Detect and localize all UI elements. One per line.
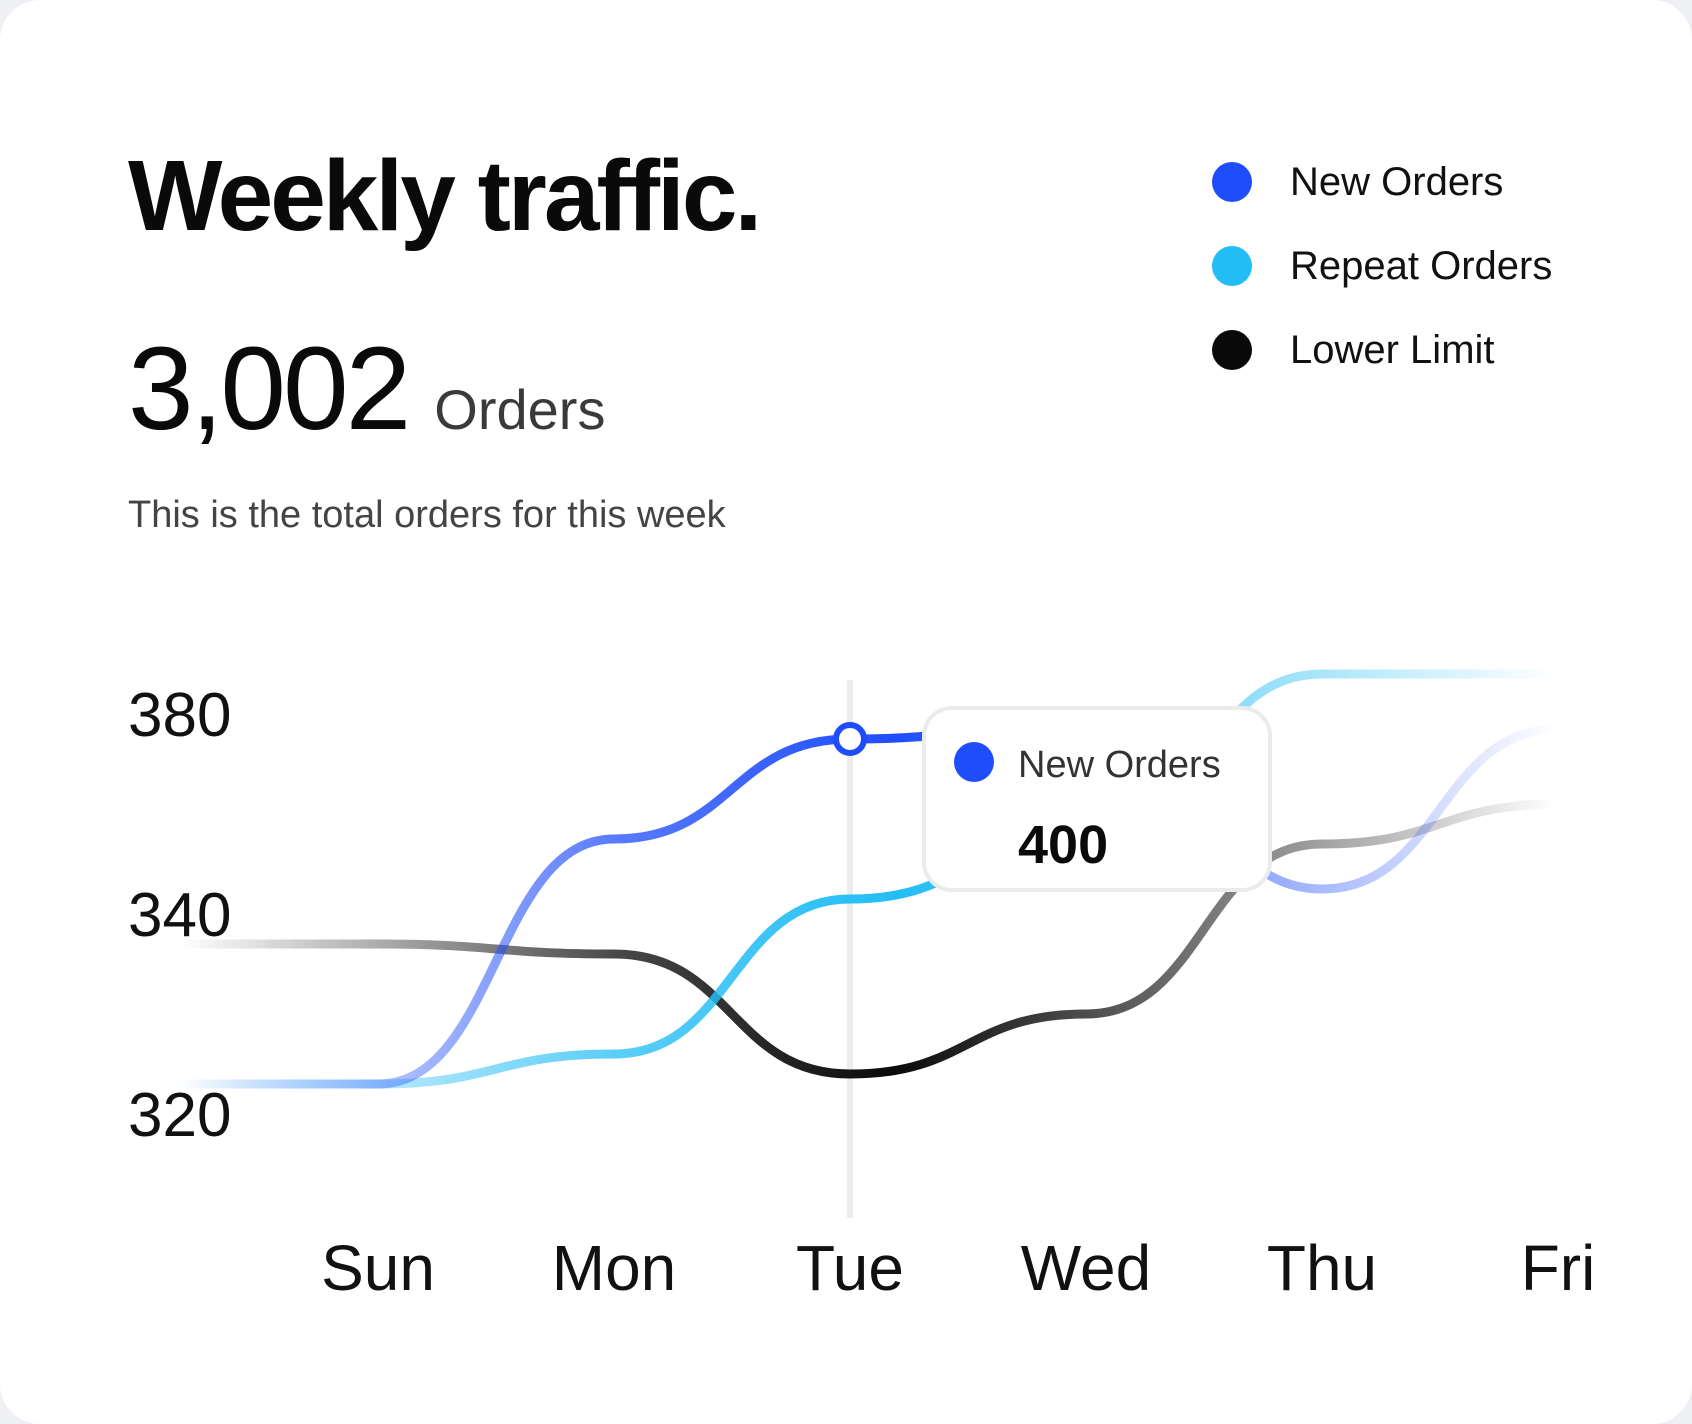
- x-tick-label: Thu: [1267, 1232, 1377, 1304]
- tooltip-dot-icon: [954, 742, 994, 782]
- legend-item-new-orders[interactable]: New Orders: [1212, 140, 1552, 224]
- x-tick-label: Sun: [321, 1232, 435, 1304]
- legend-dot-icon: [1212, 330, 1252, 370]
- y-tick-label: 340: [128, 881, 231, 950]
- series-layer: [175, 669, 1561, 1089]
- series-line-lower-limit[interactable]: [175, 799, 1561, 1079]
- y-axis: 320 340 380: [128, 681, 231, 1150]
- y-tick-label: 380: [128, 681, 231, 750]
- series-line-repeat-orders[interactable]: [175, 669, 1561, 1089]
- x-axis: Sun Mon Tue Wed Thu Fri: [321, 1232, 1595, 1304]
- series-line-new-orders[interactable]: [175, 719, 1561, 1089]
- x-tick-label: Fri: [1521, 1232, 1596, 1304]
- total-orders: 3,002 Orders: [128, 330, 605, 448]
- marker-layer: [833, 722, 867, 756]
- legend-dot-icon: [1212, 246, 1252, 286]
- total-orders-unit: Orders: [434, 378, 606, 441]
- legend-item-lower-limit[interactable]: Lower Limit: [1212, 308, 1552, 392]
- tooltip-label: New Orders: [1018, 744, 1221, 786]
- legend-item-repeat-orders[interactable]: Repeat Orders: [1212, 224, 1552, 308]
- total-orders-value: 3,002: [128, 323, 411, 455]
- legend-dot-icon: [1212, 162, 1252, 202]
- highlight-point-marker[interactable]: [833, 722, 867, 756]
- legend-label: New Orders: [1290, 159, 1504, 204]
- chart-subtitle: This is the total orders for this week: [128, 494, 726, 536]
- x-tick-label: Tue: [796, 1232, 904, 1304]
- x-tick-label: Mon: [552, 1232, 677, 1304]
- y-tick-label: 320: [128, 1081, 231, 1150]
- chart-title: Weekly traffic.: [128, 140, 762, 252]
- legend-label: Lower Limit: [1290, 327, 1495, 372]
- legend-label: Repeat Orders: [1290, 243, 1553, 288]
- chart-legend: New Orders Repeat Orders Lower Limit: [1212, 140, 1552, 392]
- x-tick-label: Wed: [1021, 1232, 1151, 1304]
- chart-tooltip: New Orders 400: [922, 706, 1272, 892]
- tooltip-value: 400: [1018, 815, 1109, 875]
